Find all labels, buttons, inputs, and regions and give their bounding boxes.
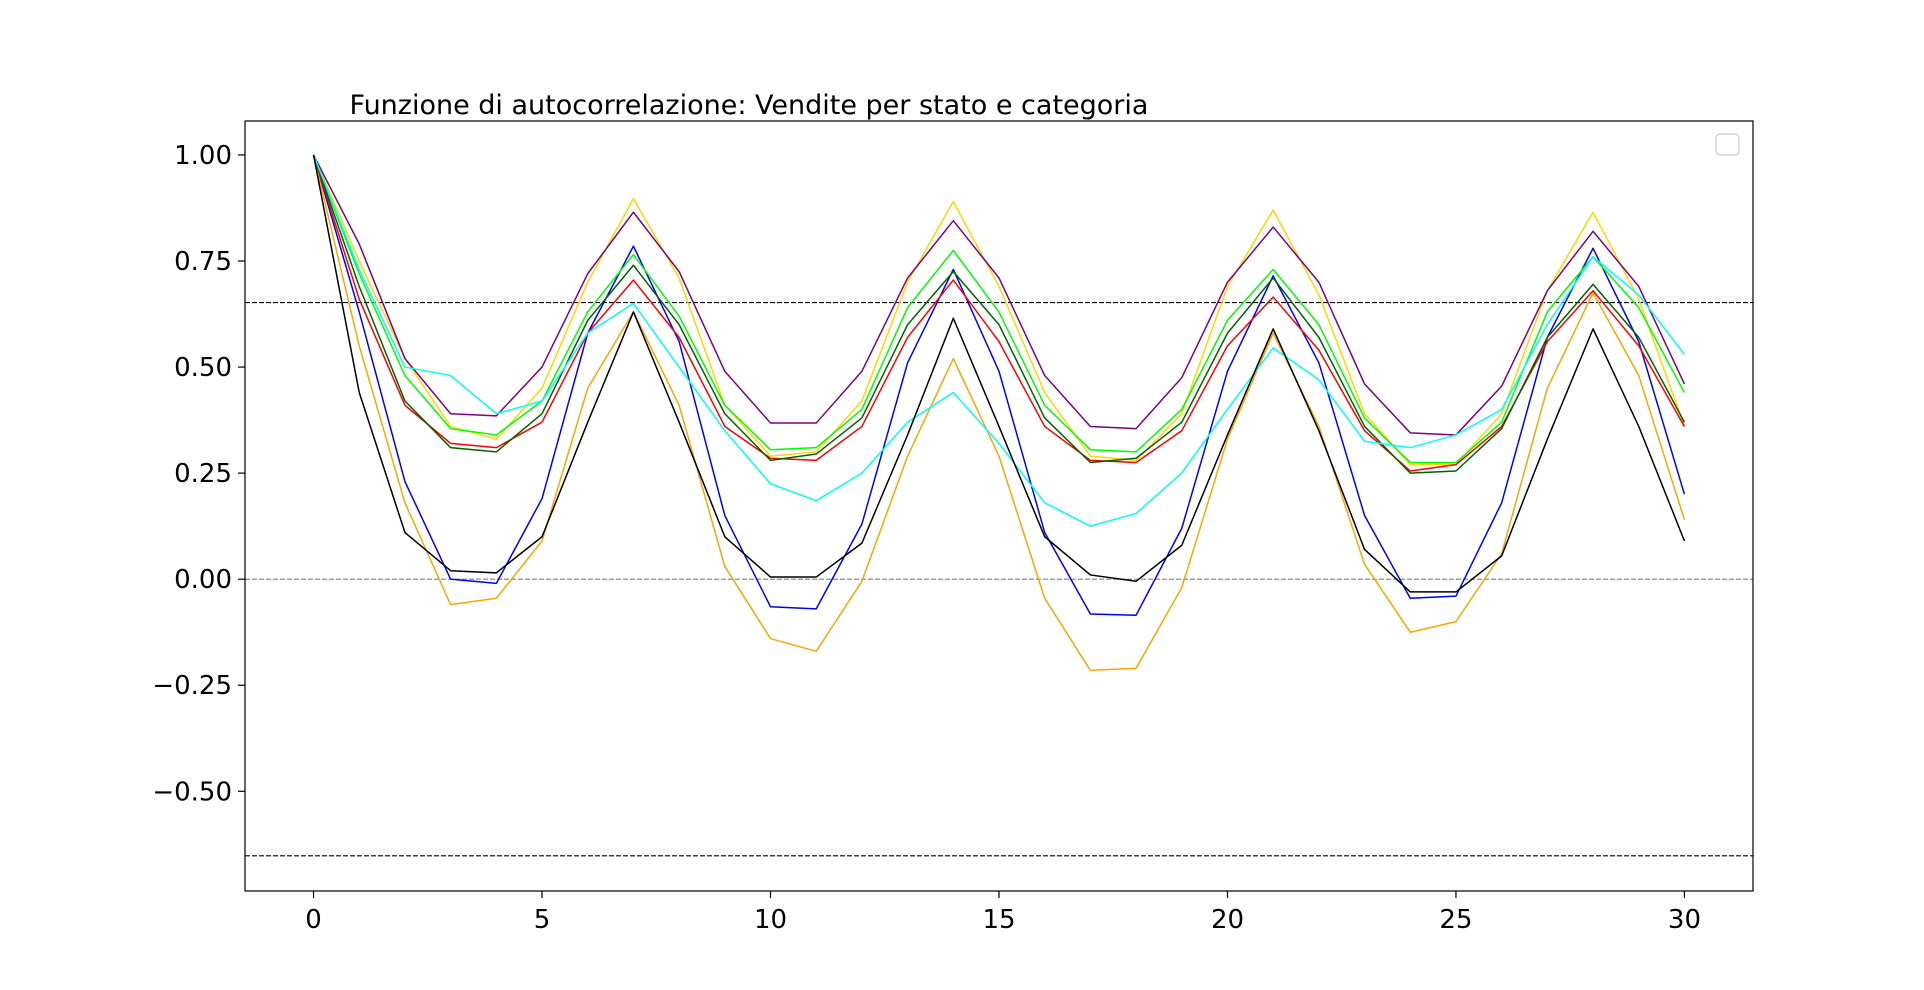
y-tick-label: 0.00 [174,565,232,595]
x-tick-label: 10 [754,905,787,935]
y-axis: 1.00 0.75 0.50 0.25 0.00 −0.25 −0.50 [152,141,245,807]
series-line-3 [312,154,1686,672]
y-tick-label: −0.25 [152,671,232,701]
x-tick-label: 15 [982,905,1015,935]
x-tick-label: 25 [1439,905,1472,935]
x-tick-label: 5 [534,905,551,935]
plot-area [245,154,1753,857]
series-line-7 [312,154,1686,527]
y-tick-label: 0.50 [174,353,232,383]
x-tick-label: 30 [1668,905,1701,935]
y-tick-label: −0.50 [152,777,232,807]
series-line-4 [312,154,1686,472]
series-line-2 [312,154,1686,616]
y-tick-label: 0.25 [174,459,232,489]
series-line-6 [312,154,1686,474]
y-tick-label: 1.00 [174,141,232,171]
series-line-8 [312,154,1686,593]
series-line-1 [312,154,1686,436]
x-axis: 0 5 10 15 20 25 30 [305,891,1701,935]
x-tick-label: 0 [305,905,322,935]
x-tick-label: 20 [1211,905,1244,935]
y-tick-label: 0.75 [174,247,232,277]
plot-frame [244,120,1754,892]
chart-title: Funzione di autocorrelazione: Vendite pe… [350,90,1149,121]
series-line-5 [312,154,1686,464]
legend-box [1715,133,1740,156]
